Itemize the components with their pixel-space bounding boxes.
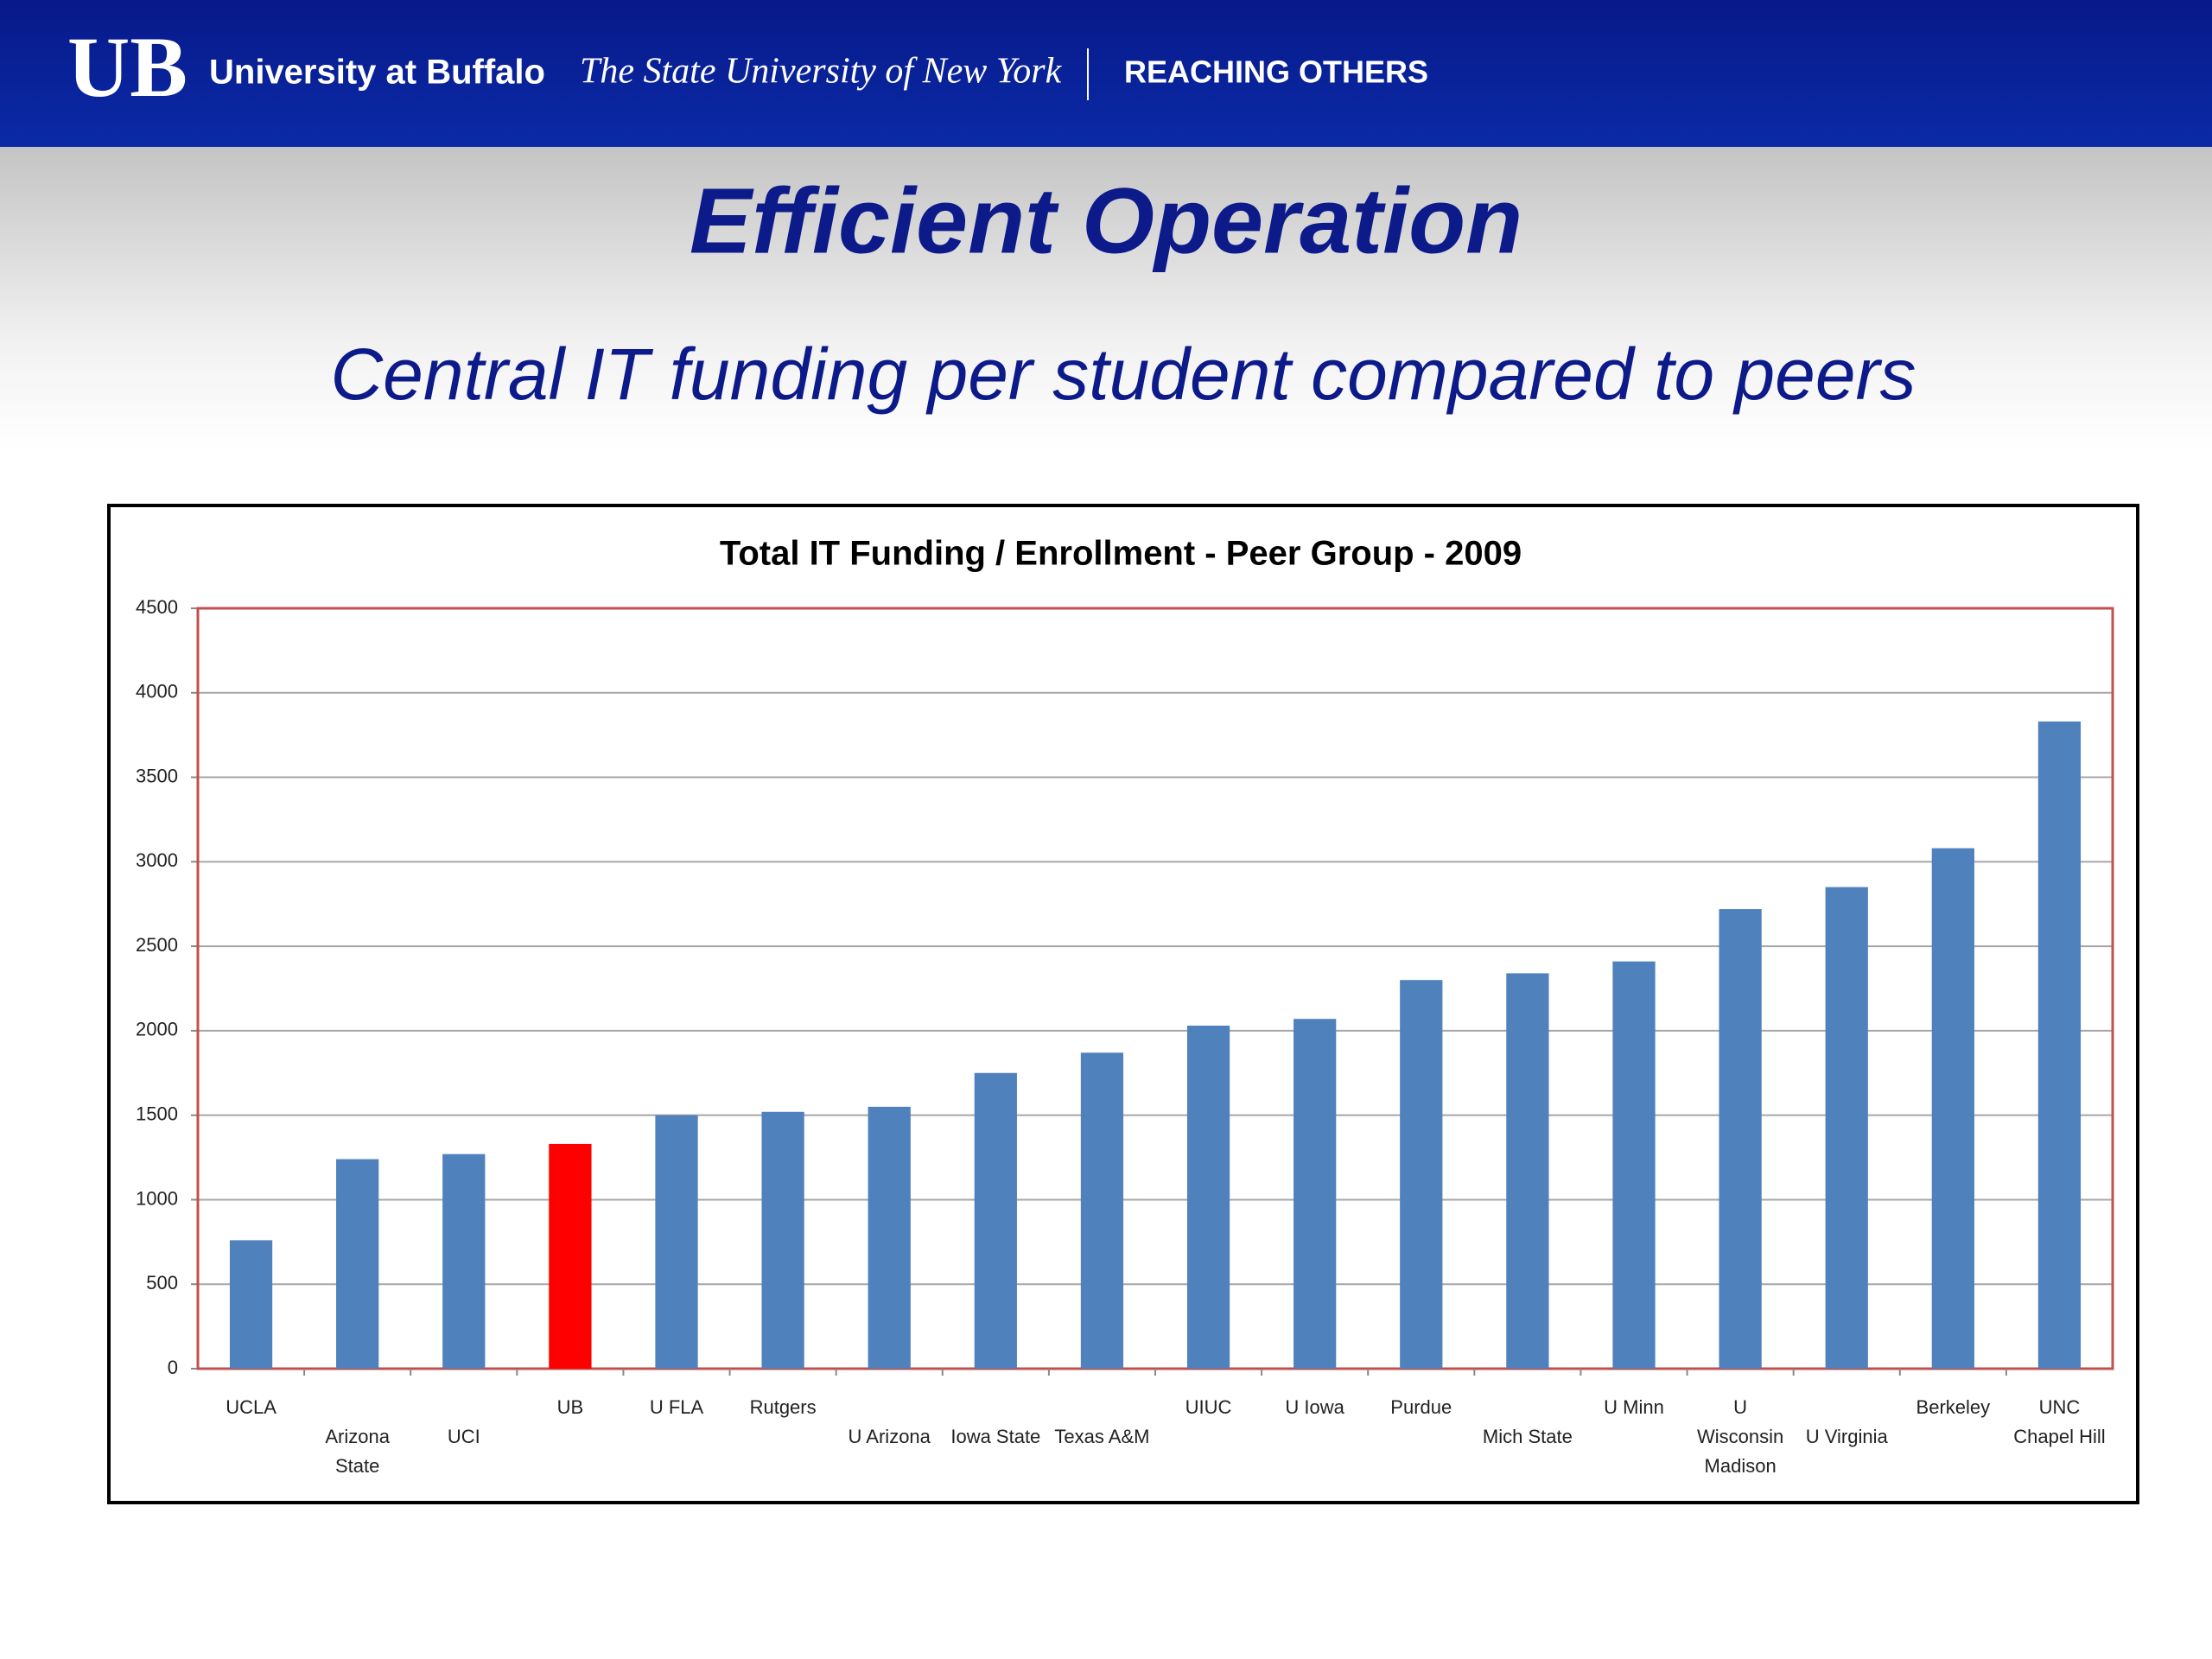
tagline: REACHING OTHERS bbox=[1124, 54, 1428, 90]
y-tick-label: 4000 bbox=[136, 681, 178, 702]
bar bbox=[655, 1115, 698, 1369]
bar bbox=[1506, 973, 1549, 1369]
bar bbox=[974, 1072, 1017, 1369]
x-tick-label: Purdue bbox=[1390, 1396, 1452, 1418]
x-tick-label: U Iowa bbox=[1285, 1396, 1344, 1418]
x-tick-label: UB bbox=[556, 1396, 584, 1418]
x-tick-label: U Wisconsin Madison bbox=[1696, 1396, 1784, 1477]
x-tick-label: U Virginia bbox=[1805, 1426, 1888, 1447]
x-tick-label: U Arizona bbox=[848, 1426, 931, 1447]
y-tick-label: 2000 bbox=[136, 1019, 178, 1040]
system-name: The State University of New York bbox=[580, 52, 1063, 92]
bar bbox=[1080, 1052, 1124, 1369]
x-tick-label: Arizona State bbox=[325, 1426, 390, 1477]
x-tick-label: Texas A&M bbox=[1054, 1426, 1150, 1447]
x-tick-label: U FLA bbox=[649, 1396, 704, 1418]
chart-title: Total IT Funding / Enrollment - Peer Gro… bbox=[720, 535, 1522, 573]
bar bbox=[336, 1159, 379, 1369]
y-tick-label: 0 bbox=[168, 1357, 178, 1378]
x-tick-label: UCI bbox=[447, 1426, 480, 1447]
x-tick-label: Iowa State bbox=[950, 1426, 1041, 1447]
slide-subtitle: Central IT funding per student compared … bbox=[330, 334, 1916, 415]
bar bbox=[1719, 909, 1762, 1369]
logo: UB bbox=[67, 19, 188, 115]
x-tick-label: U Minn bbox=[1604, 1396, 1664, 1418]
x-tick-label: Mich State bbox=[1482, 1426, 1573, 1447]
bar bbox=[2037, 721, 2082, 1369]
bar bbox=[868, 1106, 911, 1369]
bar bbox=[1612, 961, 1656, 1369]
y-tick-label: 4500 bbox=[136, 596, 178, 618]
y-tick-label: 1000 bbox=[136, 1187, 178, 1209]
x-tick-label: UNC Chapel Hill bbox=[2013, 1396, 2106, 1447]
university-name: University at Buffalo bbox=[209, 54, 545, 92]
header-bar bbox=[0, 0, 2212, 147]
x-tick-label: Berkeley bbox=[1916, 1396, 1991, 1418]
y-tick-label: 500 bbox=[146, 1272, 178, 1294]
slide-title: Efficient Operation bbox=[690, 168, 1522, 273]
bar bbox=[761, 1111, 804, 1369]
y-tick-label: 2500 bbox=[136, 934, 178, 956]
x-tick-label: UCLA bbox=[226, 1396, 276, 1418]
bar bbox=[1400, 980, 1443, 1369]
bar bbox=[1825, 887, 1868, 1369]
bar bbox=[549, 1143, 592, 1369]
bar bbox=[1186, 1026, 1230, 1369]
bar bbox=[229, 1240, 273, 1369]
bar bbox=[442, 1154, 486, 1369]
bar bbox=[1931, 848, 1974, 1369]
y-tick-label: 3500 bbox=[136, 765, 178, 786]
y-tick-label: 3000 bbox=[136, 849, 178, 871]
bar bbox=[1294, 1019, 1337, 1369]
x-tick-label: Rutgers bbox=[749, 1396, 817, 1418]
x-tick-label: UIUC bbox=[1185, 1396, 1232, 1418]
y-tick-label: 1500 bbox=[136, 1103, 178, 1124]
